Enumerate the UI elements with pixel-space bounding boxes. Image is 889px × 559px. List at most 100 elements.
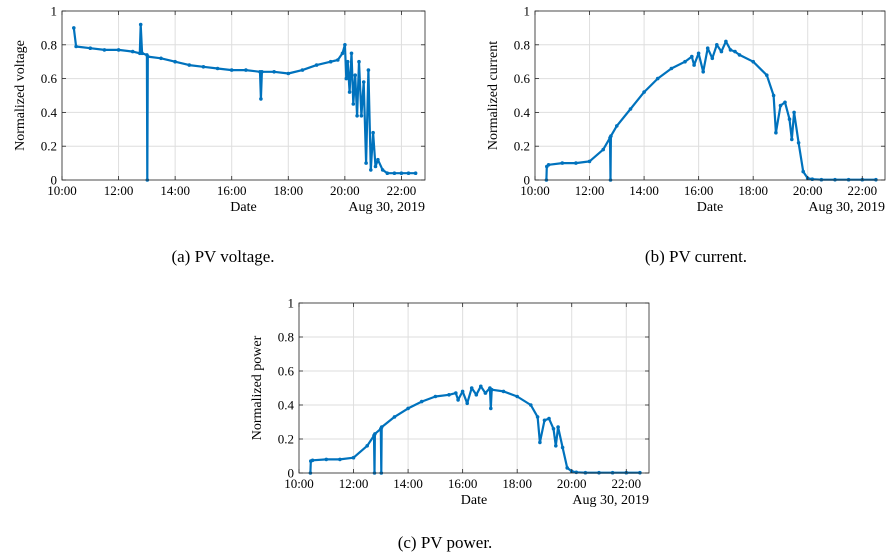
data-point-voltage: [392, 171, 397, 175]
data-point-power: [454, 391, 458, 395]
data-point-current: [710, 56, 715, 61]
data-point-current: [715, 43, 719, 47]
data-point-current: [801, 169, 805, 174]
data-point-current: [810, 177, 815, 181]
data-point-power: [365, 444, 370, 448]
data-point-current: [790, 137, 794, 142]
data-point-voltage: [259, 97, 263, 101]
data-point-current: [751, 59, 755, 64]
x-tick-label-voltage: 10:00: [47, 183, 77, 198]
data-point-voltage: [187, 63, 192, 67]
y-axis-label-power: Normalized power: [250, 335, 265, 440]
data-point-power: [310, 458, 315, 463]
y-tick-label-voltage: 0.8: [41, 37, 57, 52]
axes-frame-current: [534, 10, 886, 181]
data-point-power: [351, 455, 356, 460]
data-point-power: [379, 425, 384, 429]
axes-frame-power: [298, 302, 650, 474]
y-tick-label-current: 0.8: [514, 37, 530, 52]
data-point-voltage: [406, 171, 411, 175]
data-point-voltage: [328, 59, 333, 64]
data-point-current: [705, 46, 710, 50]
x-axis-label-voltage: Date: [230, 200, 256, 215]
data-point-current: [628, 107, 633, 111]
data-point-current: [683, 59, 687, 64]
data-point-power: [547, 416, 551, 421]
date-label-power: Aug 30, 2019: [572, 493, 649, 508]
data-point-voltage: [376, 157, 380, 162]
data-point-current: [609, 134, 613, 138]
data-point-voltage: [272, 70, 276, 74]
y-tick-label-voltage: 1: [51, 4, 58, 19]
data-point-current: [783, 100, 787, 105]
data-point-power: [433, 394, 438, 399]
data-point-power: [535, 415, 540, 419]
caption-power: (c) PV power.: [397, 533, 493, 552]
data-point-current: [737, 53, 742, 57]
data-point-power: [551, 427, 556, 431]
data-point-voltage: [355, 114, 359, 118]
data-point-current: [774, 130, 778, 135]
caption-current: (b) PV current.: [644, 247, 748, 266]
data-point-power: [465, 401, 470, 406]
chart-current: 10:00 12:00 14:00 16:00 18:00 20:00 22:00 0 0.2 0…: [486, 4, 886, 215]
date-label-voltage: Aug 30, 2019: [348, 200, 425, 215]
data-point-voltage: [353, 73, 358, 77]
data-point-voltage: [215, 66, 220, 71]
data-point-voltage: [130, 49, 135, 54]
y-tick-label-current: 0.2: [514, 139, 530, 154]
data-point-voltage: [413, 171, 418, 175]
y-tick-label-voltage: 0: [51, 173, 58, 188]
y-tick-label-voltage: 0.6: [41, 71, 58, 86]
x-axis-label-current: Date: [697, 200, 723, 215]
x-tick-label-voltage: 12:00: [104, 183, 134, 198]
series-line-power: [309, 385, 640, 475]
x-axis-label-power: Date: [461, 493, 487, 508]
data-point-voltage: [336, 58, 340, 62]
x-tick-label-power: 18:00: [502, 476, 532, 491]
data-point-current: [655, 76, 660, 81]
data-point-power: [474, 393, 479, 397]
y-axis-label-current: Normalized current: [486, 41, 501, 150]
x-tick-label-current: 12:00: [575, 183, 605, 198]
x-tick-label-voltage: 14:00: [160, 183, 190, 198]
data-point-current: [601, 147, 605, 152]
data-point-voltage: [373, 164, 378, 169]
data-point-power: [419, 399, 424, 404]
axes-frame-voltage: [61, 10, 426, 181]
y-tick-label-power: 0.6: [278, 364, 295, 379]
data-point-voltage: [286, 71, 291, 76]
data-point-voltage: [361, 80, 366, 84]
data-point-voltage: [343, 43, 347, 47]
data-point-voltage: [380, 168, 385, 172]
data-point-voltage: [347, 90, 352, 94]
data-point-current: [724, 39, 728, 44]
chart-power: 10:00 12:00 14:00 16:00 18:00 20:00 22:00 0 0.2 0…: [250, 296, 650, 508]
data-point-power: [538, 440, 542, 445]
data-point-power: [515, 394, 519, 399]
data-point-voltage: [260, 70, 264, 74]
x-tick-label-power: 14:00: [393, 476, 423, 491]
data-point-voltage: [300, 68, 305, 72]
series-line-voltage: [72, 23, 416, 182]
plot-area-power: [299, 303, 649, 473]
data-point-power: [483, 391, 488, 395]
data-point-voltage: [244, 68, 248, 72]
y-tick-label-current: 0.4: [514, 105, 531, 120]
data-point-power: [406, 406, 410, 411]
x-tick-label-power: 20:00: [557, 476, 587, 491]
data-point-power: [501, 389, 506, 394]
data-point-voltage: [88, 46, 93, 50]
data-point-current: [615, 124, 619, 128]
data-point-current: [642, 90, 646, 94]
data-point-voltage: [357, 59, 361, 64]
x-tick-label-current: 16:00: [684, 183, 714, 198]
series-line-current: [545, 40, 876, 182]
y-tick-label-current: 0.6: [514, 71, 531, 86]
y-axis-label-voltage: Normalized voltage: [13, 40, 28, 151]
data-point-voltage: [371, 130, 375, 135]
data-point-current: [728, 48, 733, 52]
x-tick-label-current: 14:00: [629, 183, 659, 198]
data-point-power: [489, 406, 493, 411]
data-point-current: [690, 54, 694, 59]
